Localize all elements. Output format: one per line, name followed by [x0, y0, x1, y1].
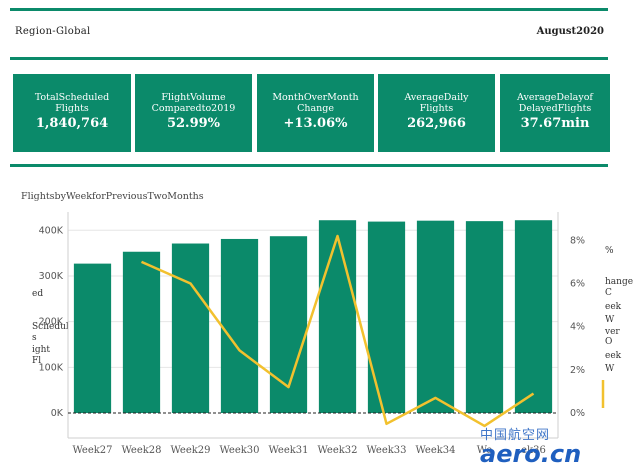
- kpi-label: Flights: [419, 103, 454, 114]
- y-tick-label: 400K: [39, 225, 64, 236]
- kpi-value: 52.99%: [166, 116, 221, 131]
- y2-axis-label-fragment: O: [605, 337, 613, 347]
- y2-axis-label-fragment: %: [605, 246, 614, 256]
- y-axis-label-fragment: Fl: [32, 356, 42, 366]
- y-tick-label: 0K: [51, 408, 64, 419]
- y2-axis-label-fragment: hange: [605, 277, 634, 287]
- bar-week33: [367, 221, 406, 413]
- y2-tick-label: 0%: [570, 408, 585, 419]
- y2-tick-label: 2%: [570, 365, 585, 376]
- header-divider: [10, 57, 608, 60]
- x-tick-label: Week33: [366, 445, 406, 456]
- section-divider: [10, 164, 608, 167]
- kpi-card-average-daily: AverageDaily Flights 262,966: [378, 74, 495, 152]
- kpi-card-flight-volume: FlightVolume Comparedto2019 52.99%: [135, 74, 252, 152]
- x-tick-label: Week27: [72, 445, 112, 456]
- x-tick-label: Week32: [317, 445, 357, 456]
- kpi-card-month-change: MonthOverMonth Change +13.06%: [257, 74, 374, 152]
- kpi-card-total-flights: TotalScheduled Flights 1,840,764: [13, 74, 131, 152]
- y-axis-label-fragment: s: [32, 333, 37, 343]
- region-label: Region-Global: [15, 26, 91, 37]
- x-tick-label: We: [477, 445, 492, 456]
- y2-tick-label: 4%: [570, 322, 585, 333]
- bar-week35: [465, 221, 504, 413]
- kpi-cards: TotalScheduled Flights 1,840,764 FlightV…: [13, 74, 610, 152]
- y-axis-label-fragment: ed: [32, 289, 44, 299]
- bar-week34: [416, 220, 455, 413]
- kpi-value: 262,966: [407, 116, 466, 131]
- y2-axis-label-fragment: eek: [605, 302, 622, 312]
- y-tick-label: 200K: [39, 317, 64, 328]
- y2-axis-label-fragment: ver: [605, 327, 620, 337]
- x-tick-label: Week31: [268, 445, 308, 456]
- watermark-en: aero.cn: [480, 440, 582, 468]
- kpi-label: TotalScheduled: [34, 92, 110, 103]
- chart-title: FlightsbyWeekforPreviousTwoMonths: [21, 191, 204, 202]
- watermark-logo: 中国航空网 aero.cn: [480, 424, 582, 468]
- kpi-label: Flights: [55, 103, 89, 114]
- x-tick-label: Week28: [121, 445, 161, 456]
- y-axis-label-fragment: ight: [32, 345, 51, 355]
- bar-week32: [318, 220, 357, 413]
- y2-axis-label-fragment: C: [605, 288, 612, 298]
- bar-week36: [514, 220, 553, 413]
- week-over-week-change-line: [140, 234, 535, 428]
- bar-week27: [73, 263, 112, 413]
- watermark-cn: 中国航空网: [480, 428, 551, 443]
- bar-week28: [122, 251, 161, 413]
- bar-week30: [220, 238, 259, 413]
- kpi-value: +13.06%: [283, 116, 348, 131]
- x-tick-label: ek36: [521, 445, 546, 456]
- kpi-label: AverageDelayof: [517, 92, 593, 103]
- kpi-label: MonthOverMonth: [272, 92, 359, 103]
- x-tick-label: Week30: [219, 445, 259, 456]
- kpi-card-average-delay: AverageDelayof DelayedFlights 37.67min: [500, 74, 610, 152]
- y2-axis-label-fragment: eek: [605, 351, 622, 361]
- y2-tick-label: 8%: [570, 235, 585, 246]
- x-tick-label: Week29: [170, 445, 210, 456]
- top-divider: [10, 8, 608, 11]
- y-tick-label: 100K: [39, 362, 64, 373]
- y2-axis-label-fragment: W: [605, 315, 615, 325]
- kpi-label: AverageDaily: [404, 92, 469, 103]
- x-tick-label: Week34: [415, 445, 455, 456]
- kpi-label: Change: [297, 103, 334, 114]
- y2-axis-label-fragment: W: [605, 364, 615, 374]
- kpi-value: 1,840,764: [35, 116, 109, 131]
- y-axis-label-fragment: Schedul: [32, 322, 69, 332]
- kpi-label: DelayedFlights: [518, 103, 592, 114]
- kpi-label: FlightVolume: [161, 92, 226, 103]
- y2-tick-label: 6%: [570, 279, 585, 290]
- bar-week29: [171, 243, 210, 413]
- kpi-value: 37.67min: [520, 116, 590, 131]
- y-tick-label: 300K: [39, 271, 64, 282]
- kpi-label: Comparedto2019: [151, 103, 236, 114]
- month-label: August2020: [536, 26, 604, 37]
